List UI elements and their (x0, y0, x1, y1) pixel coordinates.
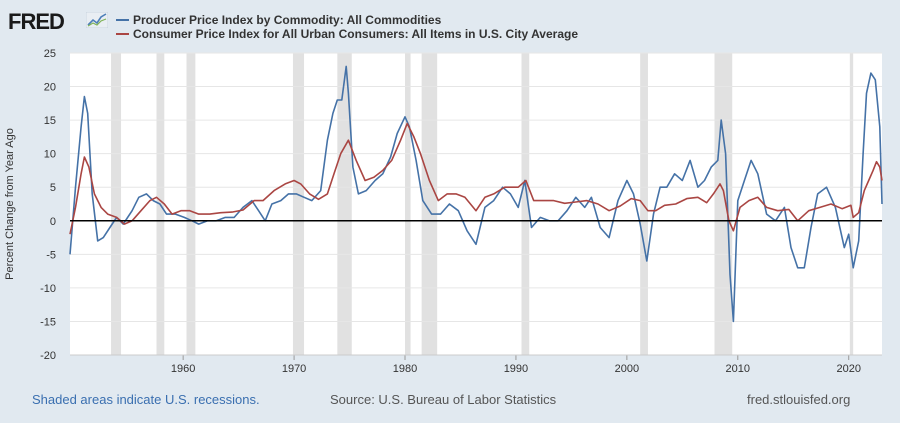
x-tick-label-2: 1980 (393, 363, 417, 375)
legend-swatch-ppi (116, 19, 129, 21)
recession-band-2 (186, 53, 196, 355)
chart-header: FRED Producer Price Index by Commodity: … (8, 6, 888, 42)
x-tick-label-1: 1970 (282, 363, 306, 375)
x-tick-label-3: 1990 (504, 363, 528, 375)
y-tick-label-0: -20 (40, 350, 56, 362)
recession-band-10 (849, 53, 854, 355)
recession-band-5 (405, 53, 411, 355)
fred-logo-text: FRED (8, 9, 65, 34)
recession-band-4 (337, 53, 352, 355)
recession-band-8 (640, 53, 648, 355)
fred-graph-icon (86, 12, 108, 28)
y-tick-label-1: -15 (40, 316, 56, 328)
y-tick-label-8: 20 (44, 82, 56, 94)
recession-band-9 (714, 53, 733, 355)
legend-item-ppi[interactable]: Producer Price Index by Commodity: All C… (116, 13, 578, 27)
x-tick-label-4: 2000 (615, 363, 639, 375)
recession-band-3 (292, 53, 305, 355)
y-tick-label-7: 15 (44, 115, 56, 127)
y-tick-label-3: -5 (46, 249, 56, 261)
legend-swatch-cpi (116, 33, 129, 35)
x-tick-label-6: 2020 (836, 363, 860, 375)
chart-footer: Shaded areas indicate U.S. recessions. S… (0, 392, 900, 412)
line-chart: -20 -15 -10 -5 0 5 10 15 20 25 1960 1970 1980 1990 200… (40, 48, 883, 375)
site-link[interactable]: fred.stlouisfed.org (747, 392, 851, 407)
recession-band-0 (111, 53, 122, 355)
legend-label-ppi: Producer Price Index by Commodity: All C… (133, 13, 442, 27)
legend-label-cpi: Consumer Price Index for All Urban Consu… (133, 27, 578, 41)
y-tick-label-5: 5 (50, 182, 56, 194)
legend-item-cpi[interactable]: Consumer Price Index for All Urban Consu… (116, 27, 578, 41)
series-line-cpi (69, 122, 883, 235)
x-tick-label-5: 2010 (726, 363, 750, 375)
y-tick-label-9: 25 (44, 48, 56, 60)
series-line-ppi (69, 65, 883, 323)
chart-legend: Producer Price Index by Commodity: All C… (116, 13, 578, 41)
y-tick-label-2: -10 (40, 283, 56, 295)
y-tick-label-4: 0 (50, 216, 56, 228)
plot-area[interactable] (70, 53, 882, 355)
y-tick-label-6: 10 (44, 149, 56, 161)
recession-band-6 (421, 53, 438, 355)
source-text: Source: U.S. Bureau of Labor Statistics (330, 392, 557, 407)
x-tick-label-0: 1960 (171, 363, 195, 375)
recession-note-link[interactable]: Shaded areas indicate U.S. recessions. (32, 392, 260, 407)
recession-band-7 (521, 53, 530, 355)
